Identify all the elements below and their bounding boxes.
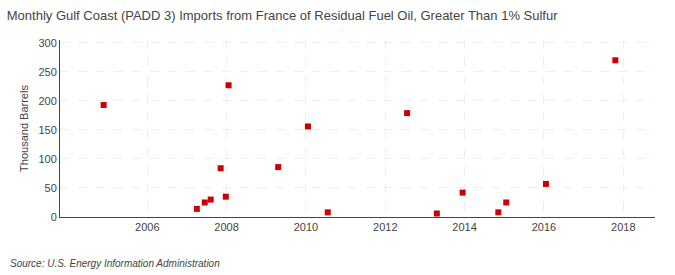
svg-text:2012: 2012: [373, 221, 397, 233]
svg-text:Source: U.S. Energy Informatio: Source: U.S. Energy Information Administ…: [10, 258, 220, 269]
svg-text:300: 300: [38, 37, 56, 49]
svg-text:2006: 2006: [135, 221, 159, 233]
svg-text:200: 200: [38, 95, 56, 107]
svg-text:2008: 2008: [214, 221, 238, 233]
svg-text:50: 50: [45, 182, 57, 194]
svg-text:Thousand Barrels: Thousand Barrels: [18, 85, 30, 172]
svg-text:0: 0: [51, 211, 57, 223]
svg-text:250: 250: [38, 66, 56, 78]
svg-text:2016: 2016: [532, 221, 556, 233]
svg-text:2014: 2014: [452, 221, 476, 233]
svg-text:2018: 2018: [611, 221, 635, 233]
svg-text:2010: 2010: [294, 221, 318, 233]
svg-text:150: 150: [38, 124, 56, 136]
svg-text:Monthly Gulf Coast (PADD 3) Im: Monthly Gulf Coast (PADD 3) Imports from…: [7, 8, 558, 23]
svg-text:100: 100: [38, 153, 56, 165]
